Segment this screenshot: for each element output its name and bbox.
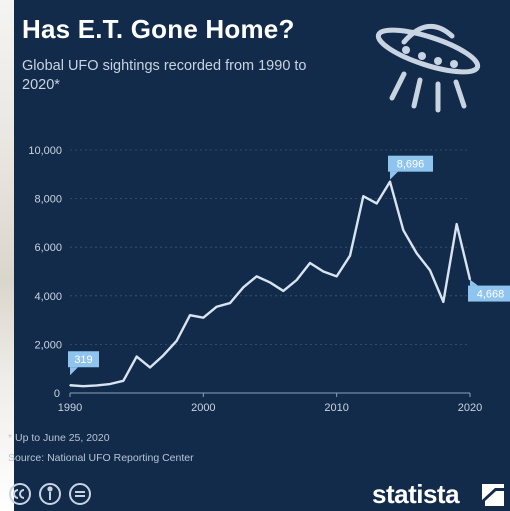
chart-title: Has E.T. Gone Home? xyxy=(22,14,295,44)
infographic-panel xyxy=(14,0,510,511)
data-point xyxy=(335,275,338,278)
data-point xyxy=(175,339,178,342)
data-point xyxy=(215,305,218,308)
data-point xyxy=(82,385,85,387)
data-point xyxy=(189,314,191,317)
statista-wordmark: statista xyxy=(372,479,460,509)
data-point xyxy=(455,223,458,225)
source-note: Source: National UFO Reporting Center xyxy=(8,452,194,464)
data-label: 4,668 xyxy=(477,289,505,301)
data-label-callout: 8,696 xyxy=(388,155,433,180)
ufo-icon xyxy=(375,24,481,113)
license-icons xyxy=(9,483,91,505)
y-tick-label: 4,000 xyxy=(34,291,62,303)
data-point xyxy=(229,302,231,304)
data-points xyxy=(69,180,471,387)
background-photo-strip xyxy=(0,0,14,511)
data-point xyxy=(322,270,325,273)
data-point xyxy=(415,252,418,255)
footnote: * Up to June 25, 2020 xyxy=(8,432,110,444)
data-point xyxy=(202,316,205,319)
data-point xyxy=(69,384,71,387)
data-point xyxy=(109,383,111,385)
series-line-ufo-sightings xyxy=(69,180,472,388)
data-point xyxy=(429,269,431,272)
data-label: 319 xyxy=(74,354,92,366)
data-label: 8,696 xyxy=(397,159,425,171)
y-tick-label: 10,000 xyxy=(28,145,62,157)
x-axis-tick-labels: 1990 2000 2010 2020 xyxy=(58,393,482,414)
data-point xyxy=(162,354,165,357)
x-tick-label: 2020 xyxy=(458,402,482,414)
data-point xyxy=(149,366,151,369)
statista-logo-icon xyxy=(482,484,504,506)
y-tick-label: 2,000 xyxy=(34,339,62,351)
y-tick-label: 6,000 xyxy=(34,242,62,254)
data-point xyxy=(389,180,391,183)
attribution-icon xyxy=(39,483,61,505)
data-point xyxy=(375,202,378,205)
data-point xyxy=(295,279,298,281)
x-tick-label: 1990 xyxy=(58,402,82,414)
y-tick-label: 8,000 xyxy=(34,194,62,206)
x-tick-label: 2000 xyxy=(191,402,215,414)
y-axis-tick-labels: 0 2,000 4,000 6,000 8,000 10,000 xyxy=(28,145,62,400)
data-point xyxy=(349,254,351,257)
data-point xyxy=(122,380,125,382)
data-point xyxy=(309,262,311,264)
data-label-callout: 319 xyxy=(68,351,99,376)
equal-icon xyxy=(69,483,91,505)
data-point xyxy=(282,290,285,292)
grid-lines xyxy=(70,149,470,345)
x-tick-label: 2010 xyxy=(324,402,348,414)
chart-subtitle: Global UFO sightings recorded from 1990 … xyxy=(22,58,307,93)
creative-commons-icon xyxy=(9,483,31,505)
data-point xyxy=(95,384,98,387)
data-point xyxy=(442,301,445,303)
y-tick-label: 0 xyxy=(54,388,60,400)
data-label-callouts: 319 8,696 4,668 xyxy=(68,155,510,376)
data-label-callout: 4,668 xyxy=(468,279,510,302)
data-point xyxy=(402,229,405,231)
data-point xyxy=(135,355,138,358)
data-point xyxy=(269,281,271,284)
data-point xyxy=(242,286,245,289)
data-point xyxy=(255,275,258,278)
data-point xyxy=(362,195,365,197)
